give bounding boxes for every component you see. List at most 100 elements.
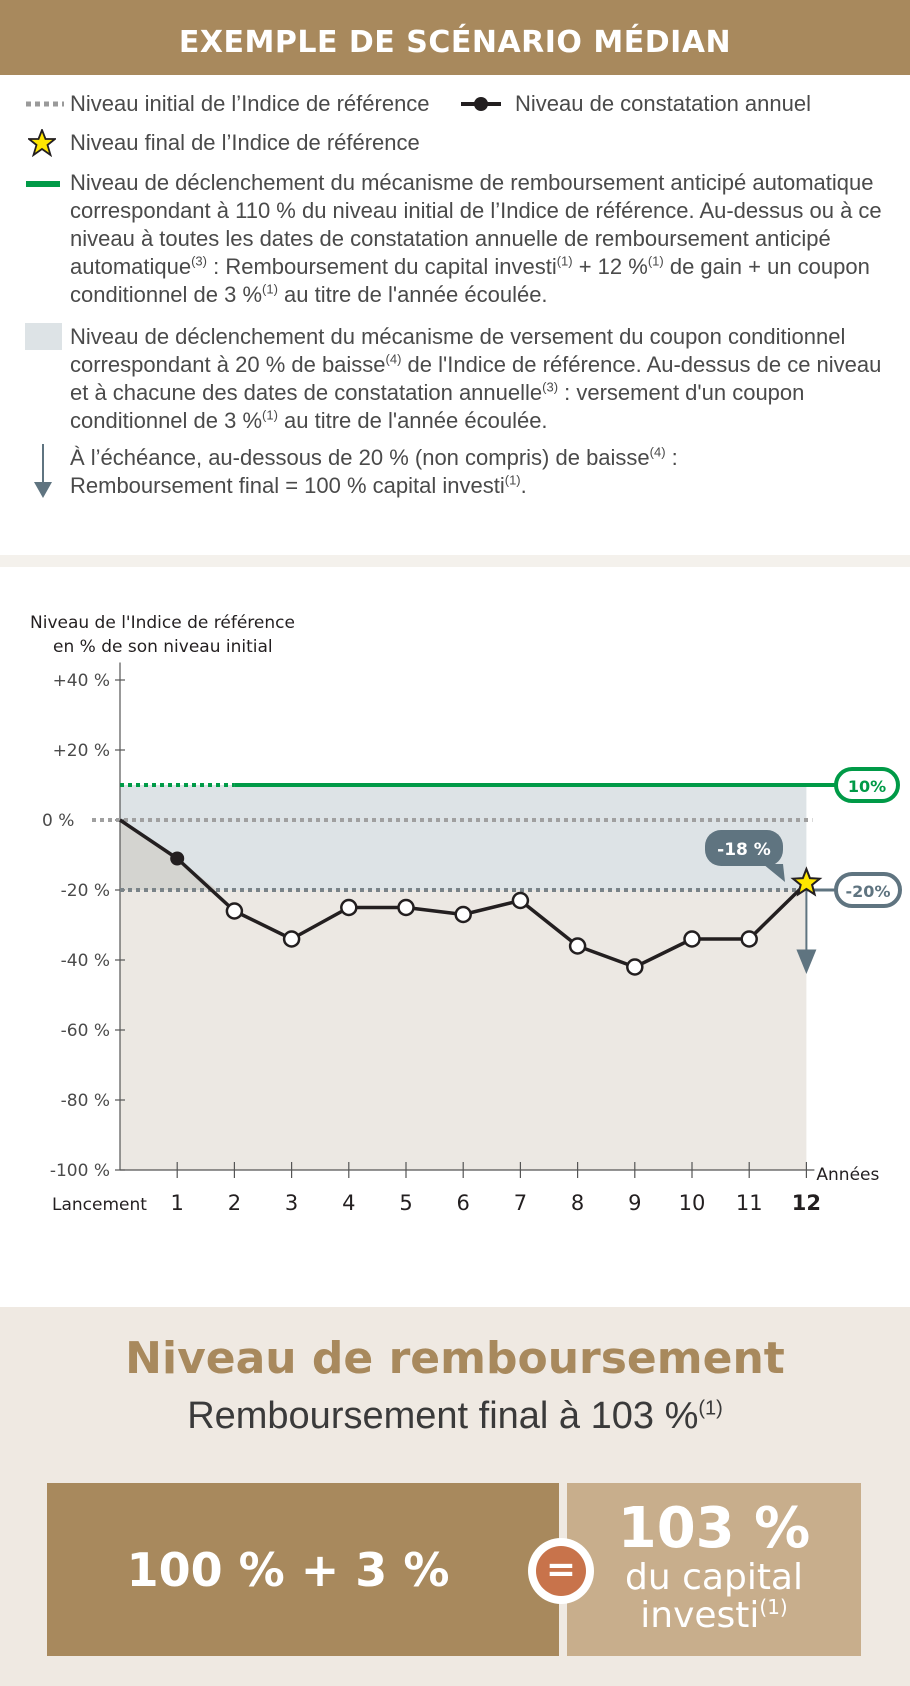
legend-autocall-p2: : Remboursement du capital investi bbox=[206, 254, 557, 279]
down-arrow-icon bbox=[34, 444, 52, 498]
legend-maturity-sup2: (1) bbox=[504, 472, 521, 488]
x-tick-label: 7 bbox=[514, 1191, 527, 1215]
dotted-line-icon bbox=[26, 101, 64, 107]
x-tick-label: 8 bbox=[571, 1191, 584, 1215]
section-divider bbox=[0, 555, 910, 567]
y-tick-label: +20 % bbox=[53, 741, 110, 761]
result-total-sup: (1) bbox=[759, 1595, 788, 1619]
x-tick-label: 11 bbox=[736, 1191, 763, 1215]
result-total-line1: du capital bbox=[625, 1557, 803, 1598]
y-tick-label: -100 % bbox=[50, 1161, 110, 1181]
legend-coupon-sup1: (4) bbox=[385, 351, 402, 367]
result-section: Niveau de remboursement Remboursement fi… bbox=[0, 1307, 910, 1686]
y-tick-label: -20 % bbox=[61, 881, 110, 901]
data-point-open bbox=[511, 891, 530, 910]
x-tick-label: Lancement bbox=[52, 1195, 147, 1215]
legend-maturity-p2: : bbox=[665, 445, 678, 470]
legend-annual-label: Niveau de constatation annuel bbox=[515, 91, 811, 116]
legend-final-label: Niveau final de l’Indice de référence bbox=[70, 130, 420, 155]
x-tick-label: 2 bbox=[228, 1191, 241, 1215]
y-axis-title-line2: en % de son niveau initial bbox=[53, 637, 273, 657]
final-value-label: -18 % bbox=[717, 840, 771, 860]
result-total-line2-wrap: investi(1) bbox=[567, 1597, 861, 1635]
y-tick-label: +40 % bbox=[53, 671, 110, 691]
y-tick-label: -40 % bbox=[61, 951, 110, 971]
result-total: 103 % bbox=[617, 1496, 811, 1561]
final-value-callout bbox=[705, 830, 783, 866]
x-tick-label: 9 bbox=[628, 1191, 641, 1215]
legend-maturity-sup1: (4) bbox=[649, 444, 666, 460]
data-point-open bbox=[454, 905, 472, 924]
data-point-open bbox=[568, 937, 587, 955]
coupon-zone bbox=[120, 785, 807, 890]
legend-coupon-p4: au titre de l'année écoulée. bbox=[277, 408, 548, 433]
data-point-open bbox=[225, 902, 244, 920]
legend-coupon-sup2: (3) bbox=[542, 379, 559, 395]
data-point-open bbox=[340, 898, 358, 917]
star-icon bbox=[28, 129, 56, 157]
legend-autocall-sup2: (1) bbox=[556, 253, 573, 269]
index-level-chart: Niveau de l'Indice de référence en % de … bbox=[30, 613, 902, 1215]
y-tick-label: 0 % bbox=[42, 811, 74, 831]
y-tick-label: -60 % bbox=[61, 1021, 110, 1041]
scenario-title-banner: EXEMPLE DE SCÉNARIO MÉDIAN bbox=[0, 0, 910, 75]
result-subtitle-text: Remboursement final à 103 % bbox=[187, 1395, 699, 1437]
result-total-box: 103 % du capital investi(1) bbox=[567, 1483, 861, 1656]
legend-coupon-text: Niveau de déclenchement du mécanisme de … bbox=[70, 323, 900, 435]
data-point-open bbox=[740, 930, 758, 948]
x-tick-label: 12 bbox=[792, 1191, 821, 1215]
result-subtitle: Remboursement final à 103 %(1) bbox=[0, 1395, 910, 1438]
legend-coupon-p3: : versement d'un coupon conditionnel de … bbox=[70, 380, 805, 433]
y-tick-label: -80 % bbox=[61, 1091, 110, 1111]
final-level-star-icon bbox=[790, 866, 823, 897]
x-tick-label: 5 bbox=[399, 1191, 412, 1215]
result-subtitle-sup: (1) bbox=[698, 1397, 723, 1420]
y-axis-title-line1: Niveau de l'Indice de référence bbox=[30, 613, 295, 633]
autocall-level-label: 10% bbox=[848, 777, 886, 796]
x-tick-label: 1 bbox=[171, 1191, 184, 1215]
barrier-level-label: -20% bbox=[846, 882, 891, 901]
legend-autocall-sup1: (3) bbox=[191, 253, 207, 269]
legend-initial-label: Niveau initial de l’Indice de référence bbox=[70, 91, 430, 116]
legend-maturity-text: À l’échéance, au-dessous de 20 % (non co… bbox=[70, 444, 900, 500]
data-point-open bbox=[683, 930, 701, 948]
final-value-callout-tail bbox=[763, 864, 785, 882]
autocall-level-badge bbox=[834, 767, 900, 803]
legend-autocall-p4: de gain + un coupon conditionnel de 3 % bbox=[70, 254, 870, 307]
legend-autocall-p1: Niveau de déclenchement du mécanisme de … bbox=[70, 170, 882, 279]
x-tick-label: 3 bbox=[285, 1191, 298, 1215]
data-point-open bbox=[282, 930, 301, 948]
legend-coupon-p2: de l'Indice de référence. Au-dessus de c… bbox=[70, 352, 882, 405]
barrier-level-badge bbox=[834, 872, 902, 908]
legend-autocall-p5: au titre de l'année écoulée. bbox=[277, 282, 548, 307]
result-formula-box: 100 % + 3 % bbox=[47, 1483, 559, 1656]
data-point-open bbox=[397, 898, 415, 917]
maturity-arrow-head bbox=[796, 949, 817, 974]
result-formula: 100 % + 3 % bbox=[126, 1542, 450, 1597]
x-tick-label: 6 bbox=[457, 1191, 470, 1215]
legend-maturity-p1: À l’échéance, au-dessous de 20 % (non co… bbox=[70, 445, 650, 470]
dot-line-icon bbox=[461, 97, 501, 111]
x-axis-title: Années bbox=[816, 1165, 879, 1185]
chart-layer: +40 % +20 % 0 % -20 % -40 % -60 % -80 % -100 % L… bbox=[42, 662, 902, 1215]
legend-autocall-text: Niveau de déclenchement du mécanisme de … bbox=[70, 169, 900, 309]
green-line-icon bbox=[26, 181, 60, 187]
barrier-zone-swatch-icon bbox=[25, 323, 62, 350]
legend-coupon-p1: Niveau de déclenchement du mécanisme de … bbox=[70, 324, 846, 377]
equals-badge: = bbox=[528, 1538, 594, 1604]
equals-icon: = bbox=[536, 1546, 586, 1596]
data-point-filled bbox=[170, 851, 185, 866]
result-title: Niveau de remboursement bbox=[125, 1333, 785, 1384]
data-point-open bbox=[626, 958, 644, 976]
legend-maturity-p3: Remboursement final = 100 % capital inve… bbox=[70, 473, 505, 498]
legend-coupon-sup3: (1) bbox=[262, 407, 278, 423]
scenario-title: EXEMPLE DE SCÉNARIO MÉDIAN bbox=[178, 25, 732, 60]
legend-maturity-p4: . bbox=[520, 473, 527, 498]
legend-autocall-sup4: (1) bbox=[262, 281, 278, 297]
x-tick-label: 4 bbox=[342, 1191, 355, 1215]
result-total-line2: investi bbox=[640, 1595, 760, 1636]
legend-autocall-p3: + 12 % bbox=[572, 254, 648, 279]
x-tick-label: 10 bbox=[679, 1191, 706, 1215]
below-barrier-zone bbox=[120, 890, 807, 1170]
legend-autocall-sup3: (1) bbox=[647, 253, 664, 269]
